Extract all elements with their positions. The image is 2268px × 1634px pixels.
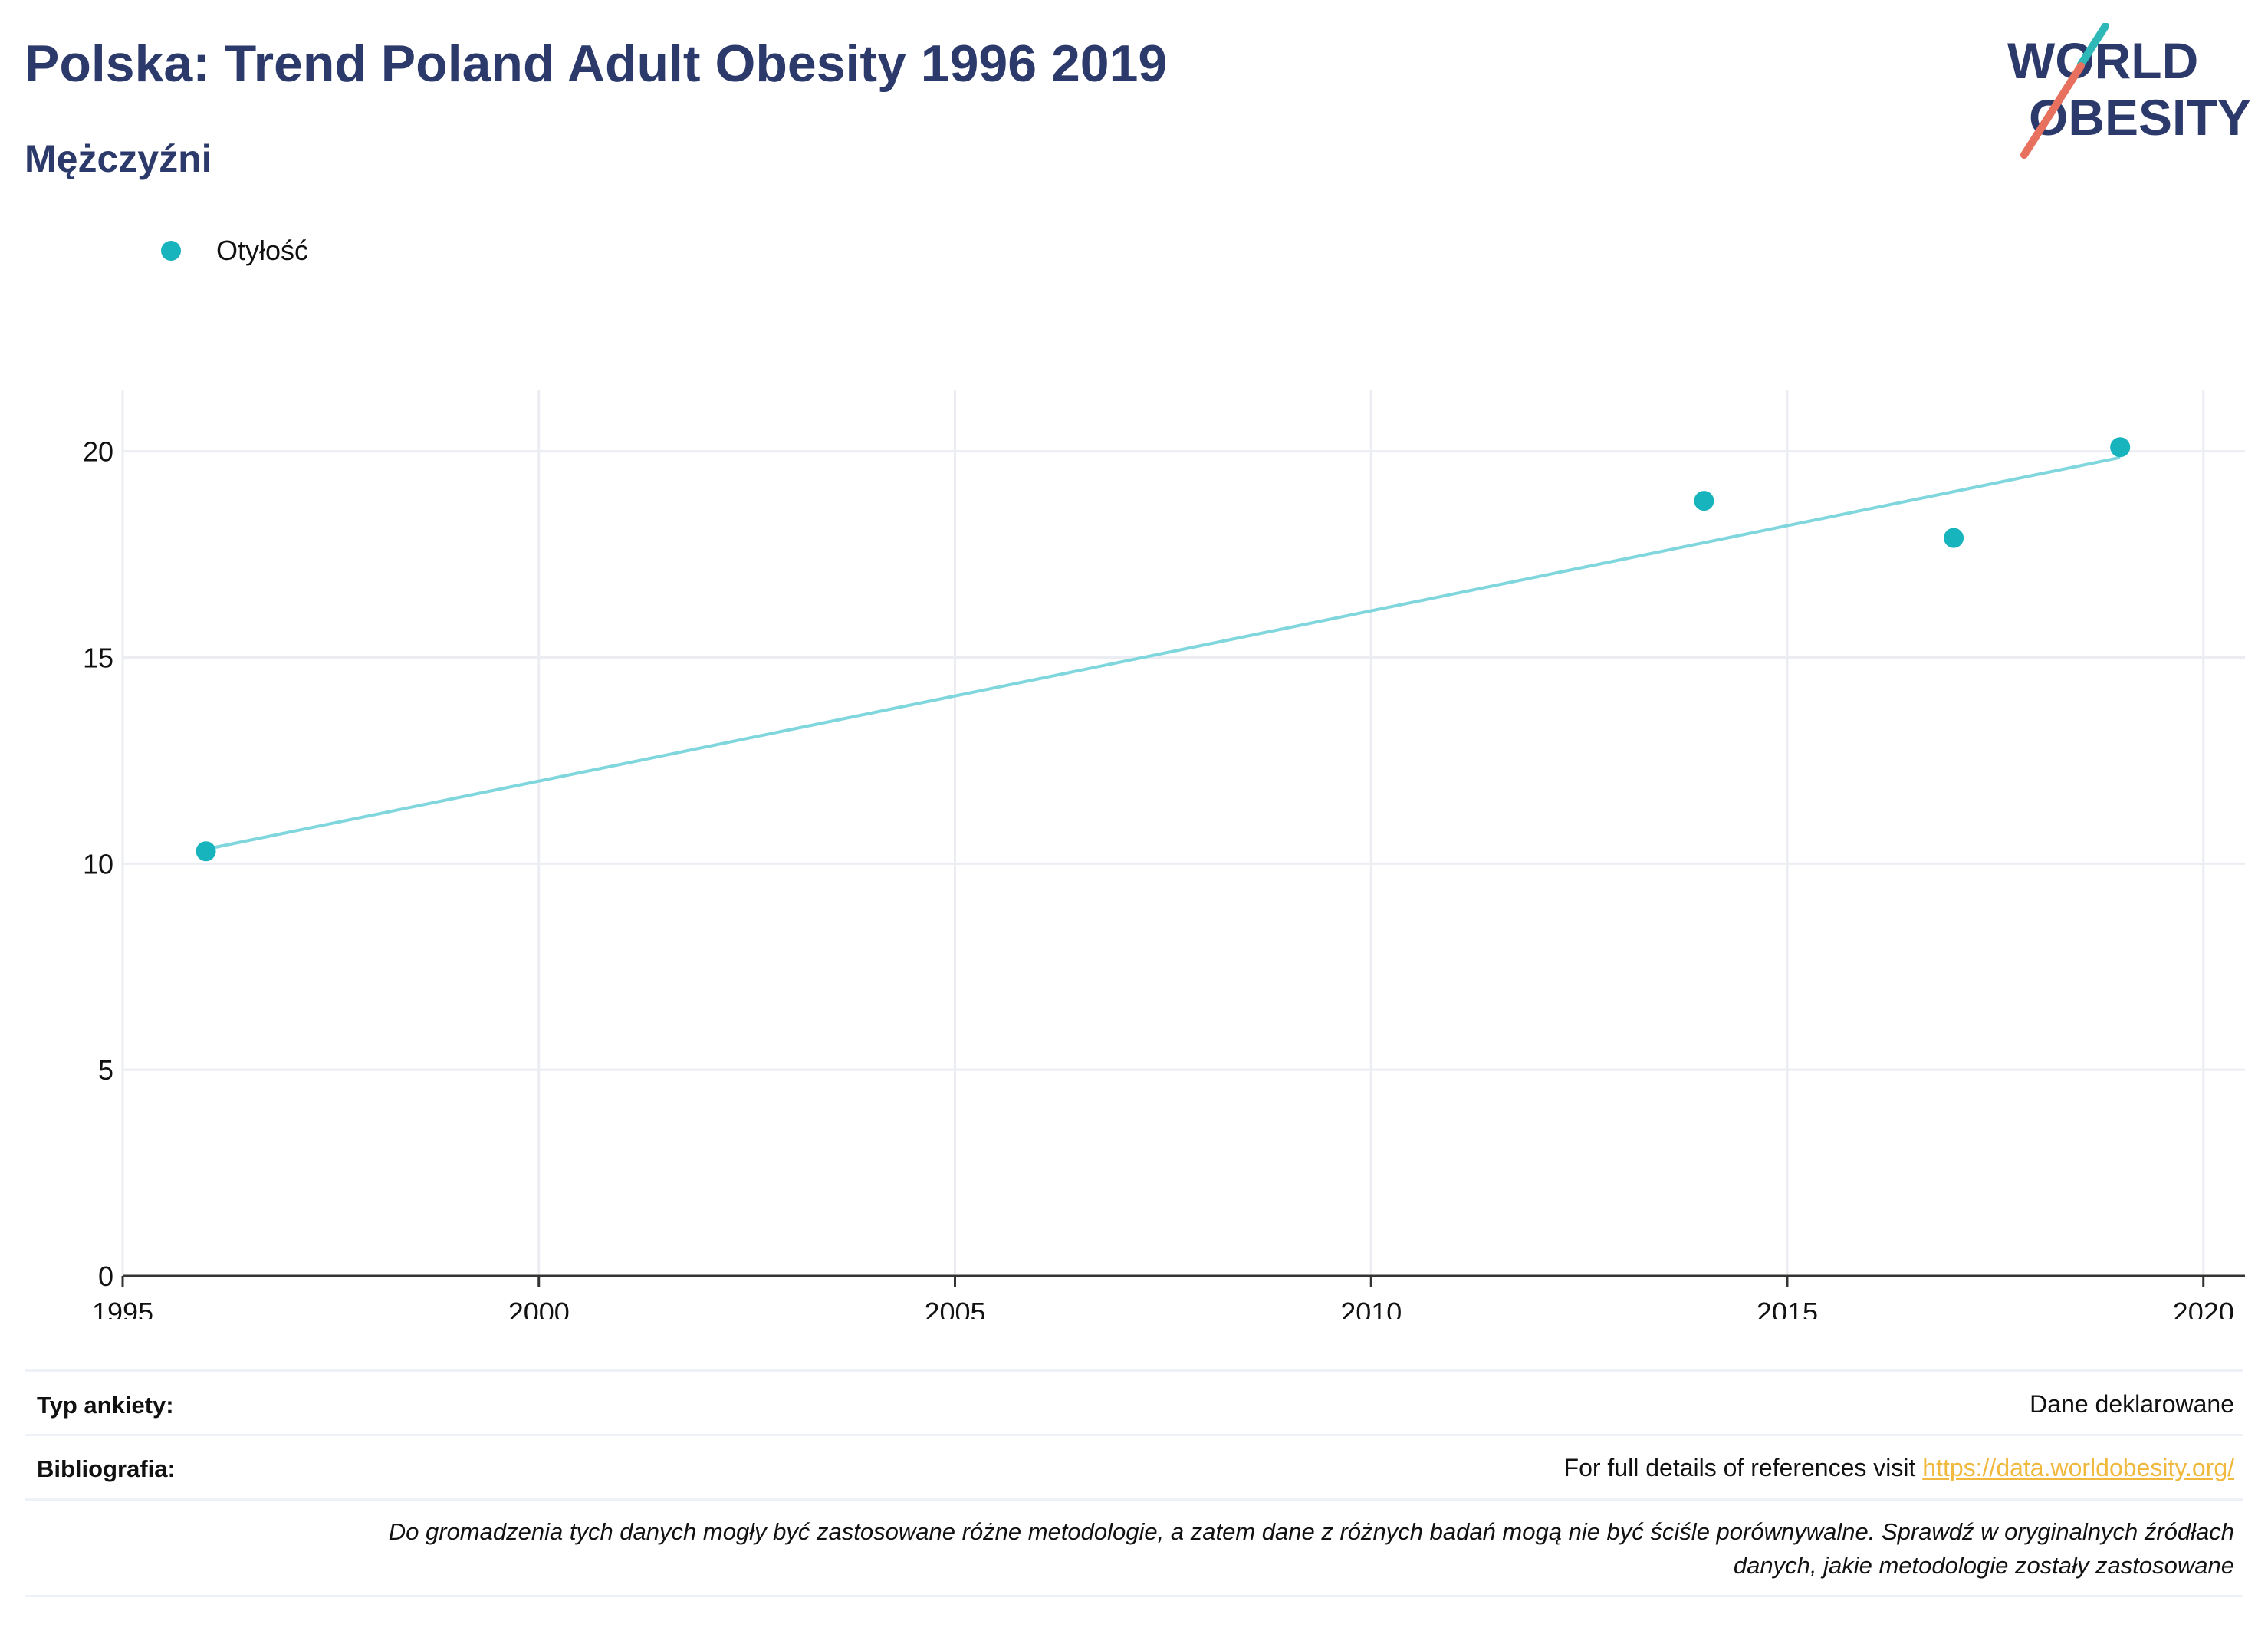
chart-grid	[121, 390, 2245, 1276]
data-point	[1944, 528, 1964, 548]
page-title: Polska: Trend Poland Adult Obesity 1996 …	[25, 35, 1168, 93]
bibliography-label: Bibliografia:	[37, 1455, 176, 1482]
y-tick-label: 10	[83, 848, 113, 879]
chart-legend: Otyłość	[161, 232, 308, 270]
page-subtitle: Mężczyźni	[25, 137, 212, 180]
footer-divider	[25, 1498, 2243, 1501]
logo-slash-teal-icon	[2077, 23, 2109, 68]
footer-divider	[25, 1369, 2243, 1372]
x-tick-label: 1995	[92, 1297, 153, 1319]
y-tick-label: 5	[98, 1054, 113, 1086]
x-tick-label: 2015	[1757, 1297, 1818, 1319]
footer-divider	[25, 1434, 2243, 1436]
y-tick-label: 0	[98, 1261, 113, 1292]
chart-axes: 1995 2000 2005 2010 2015 2020 0 5 10 15 20	[83, 436, 2245, 1319]
logo-slash-coral-icon	[2020, 62, 2085, 159]
bibliography-value: For full details of references visit htt…	[1564, 1454, 2234, 1482]
legend-marker-icon	[161, 241, 181, 261]
methodology-note-line-1: Do gromadzenia tych danych mogły być zas…	[388, 1518, 2234, 1545]
obesity-trend-chart: 1995 2000 2005 2010 2015 2020 0 5 10 15 20	[83, 390, 2245, 1319]
data-points-layer	[196, 437, 2131, 862]
x-tick-label: 2020	[2173, 1297, 2234, 1319]
trendline-layer	[205, 455, 2121, 851]
y-tick-label: 20	[83, 436, 113, 468]
x-tick-label: 2005	[924, 1297, 985, 1319]
bibliography-text: For full details of references visit	[1563, 1454, 1923, 1481]
logo-word-1: WORLD	[2007, 32, 2198, 89]
survey-type-value: Dane deklarowane	[2030, 1390, 2234, 1418]
legend-label: Otyłość	[216, 235, 309, 266]
x-tick-label: 2010	[1340, 1297, 1402, 1319]
data-point	[2110, 437, 2131, 458]
methodology-note-line-2: danych, jakie metodologie zostały zastos…	[1733, 1552, 2234, 1579]
methodology-note: Do gromadzenia tych danych mogły być zas…	[41, 1515, 2234, 1583]
world-obesity-logo: WORLD OBESITY	[2007, 23, 2251, 159]
bibliography-link[interactable]: https://data.worldobesity.org/	[1922, 1454, 2234, 1481]
survey-type-label: Typ ankiety:	[37, 1392, 174, 1419]
y-tick-label: 15	[83, 642, 113, 673]
trendline	[205, 455, 2121, 851]
logo-word-2: OBESITY	[2029, 89, 2251, 146]
x-tick-label: 2000	[508, 1297, 570, 1319]
data-point	[196, 841, 216, 862]
footer-divider	[25, 1595, 2243, 1597]
data-point	[1694, 491, 1714, 511]
